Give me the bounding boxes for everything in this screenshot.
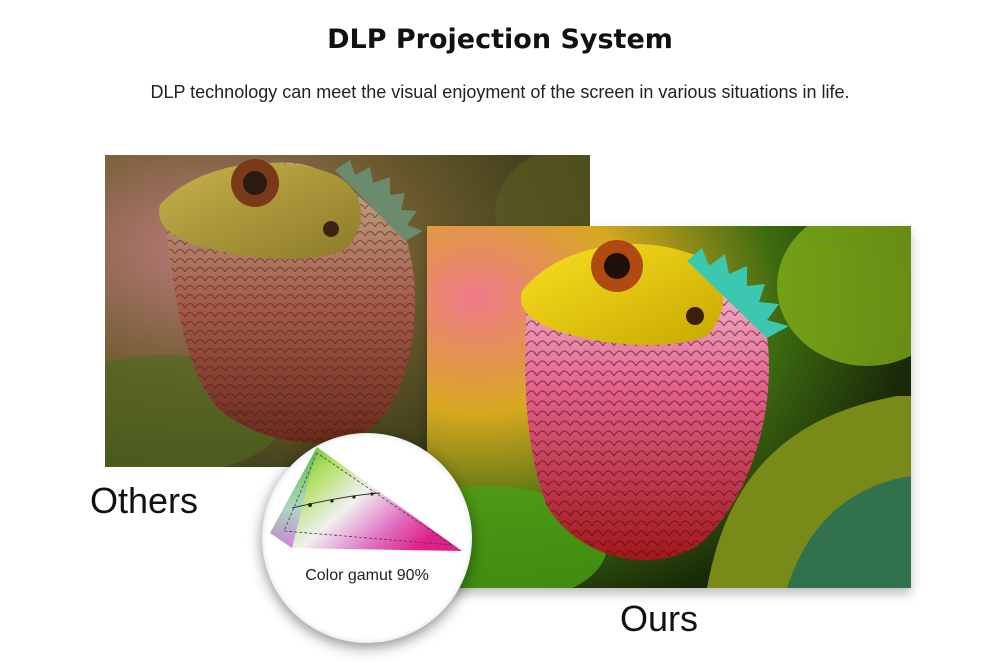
ours-lizard-photo bbox=[427, 226, 911, 588]
others-label: Others bbox=[90, 480, 199, 521]
page-title: DLP Projection System bbox=[327, 24, 673, 55]
gamut-triangle-diagram bbox=[270, 447, 462, 551]
color-gamut-badge: Color gamut 90% bbox=[262, 433, 472, 643]
ours-label: Ours bbox=[620, 598, 699, 639]
gamut-label: Color gamut 90% bbox=[305, 567, 429, 584]
page-subtitle: DLP technology can meet the visual enjoy… bbox=[150, 82, 850, 102]
